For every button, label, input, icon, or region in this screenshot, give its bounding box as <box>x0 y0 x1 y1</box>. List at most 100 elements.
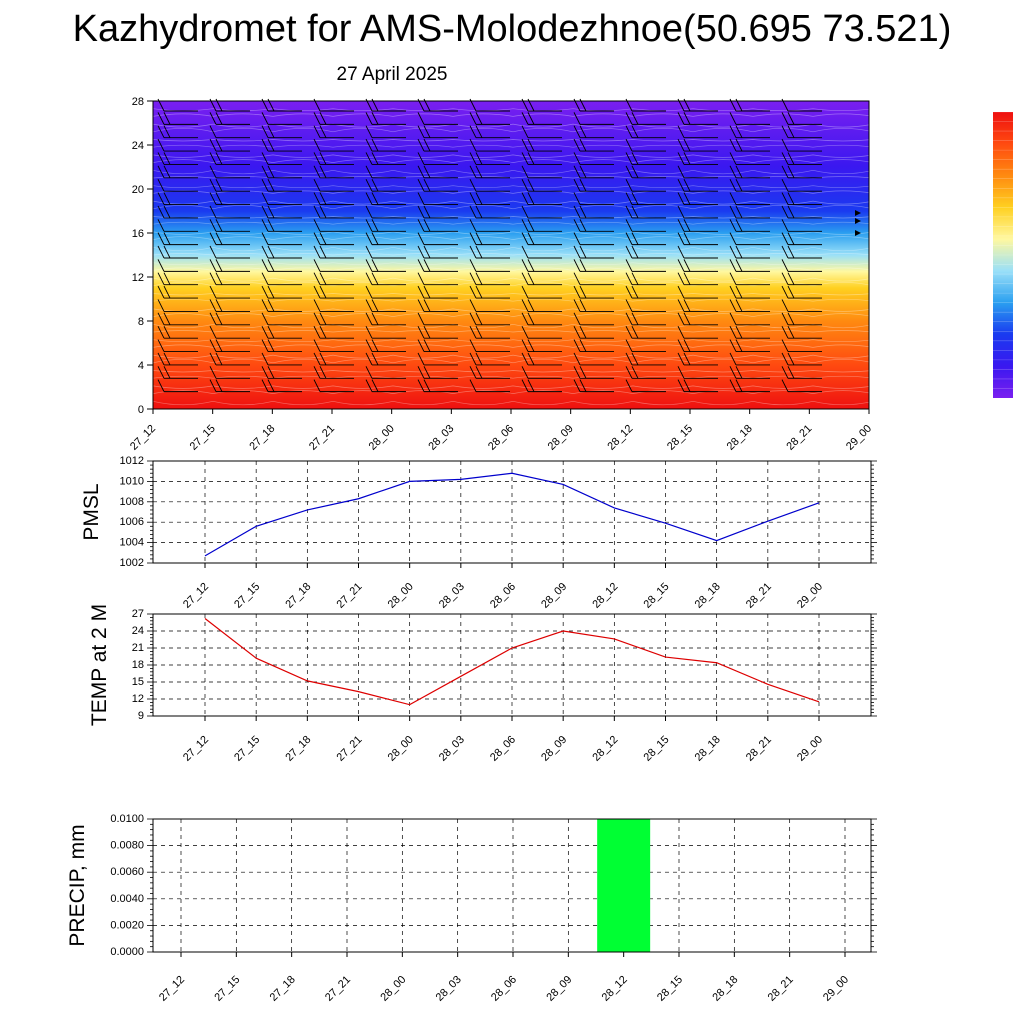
wind-barb <box>677 299 718 312</box>
barb-flag <box>365 205 373 219</box>
barb-flag <box>631 312 639 326</box>
wind-barb <box>157 112 198 125</box>
contour-line <box>152 400 874 406</box>
wind-barb <box>573 312 614 326</box>
barb-flag <box>417 165 425 179</box>
barb-flag <box>261 312 269 326</box>
barb-flag <box>625 138 633 152</box>
wind-barb <box>573 165 614 179</box>
barb-flag <box>781 285 789 299</box>
barb-flag <box>423 366 431 379</box>
barb-flag <box>157 152 165 165</box>
barb-flag <box>163 165 171 179</box>
barb-flag <box>469 312 477 326</box>
wind-barb <box>469 205 510 219</box>
wind-barb <box>625 339 666 352</box>
wind-barb <box>677 192 718 205</box>
contour-line <box>152 281 874 287</box>
barb-flag <box>625 285 633 299</box>
barb-flag <box>677 312 685 326</box>
x-tick-label: 28_21 <box>744 734 774 764</box>
barb-flag <box>729 245 737 259</box>
barb-flag <box>417 192 425 205</box>
barb-flag <box>209 366 217 379</box>
wind-barb <box>573 272 614 286</box>
barb-flag <box>423 178 431 192</box>
x-tick-label: 27_12 <box>128 423 158 453</box>
wind-barb <box>677 339 718 352</box>
wind-barb <box>573 325 614 339</box>
barb-flag <box>527 152 535 165</box>
x-tick-label: 28_09 <box>539 581 569 611</box>
barb-flag <box>475 112 483 125</box>
barb-flag <box>417 259 425 272</box>
barb-flag <box>313 138 321 152</box>
wind-barb <box>625 245 666 259</box>
barb-flag <box>423 325 431 339</box>
barb-flag <box>625 232 633 245</box>
barb-flag <box>469 138 477 152</box>
barb-flag <box>781 192 789 205</box>
x-tick-label: 28_21 <box>766 974 796 1004</box>
wind-barb <box>209 112 250 125</box>
barb-flag <box>787 312 795 326</box>
barb-flag <box>625 272 633 285</box>
barb-flag <box>313 352 321 366</box>
wind-barb <box>157 165 198 179</box>
wind-barb <box>313 272 354 286</box>
barb-flag <box>157 245 165 259</box>
wind-barb <box>729 125 770 139</box>
wind-barb <box>365 165 406 179</box>
contour-line <box>152 330 874 333</box>
barb-flag <box>683 192 691 205</box>
contour-line <box>152 221 874 225</box>
wind-barb <box>365 138 406 152</box>
barb-flag <box>735 259 743 272</box>
wind-barb <box>209 366 250 379</box>
precip-bar <box>597 819 651 952</box>
barb-flag <box>215 272 223 285</box>
wind-barb <box>313 299 354 312</box>
wind-barb <box>729 339 770 352</box>
barb-flag <box>735 178 743 192</box>
contour-line <box>152 293 874 296</box>
wind-barb <box>469 219 510 232</box>
barb-flag <box>781 245 789 259</box>
wind-barb <box>209 138 250 152</box>
barb-flag <box>573 125 581 138</box>
barb-flag <box>787 232 795 245</box>
barb-flag <box>261 325 269 339</box>
wind-barb <box>521 259 562 272</box>
wind-barb <box>261 325 302 339</box>
barb-flag <box>365 178 373 192</box>
barb-flag <box>417 285 425 299</box>
barb-flag <box>319 312 327 326</box>
wind-barb <box>157 259 198 272</box>
barb-flag <box>527 379 535 392</box>
barb-flag <box>527 178 535 192</box>
barb-flag <box>781 259 789 272</box>
barb-flag <box>573 165 581 179</box>
wind-barb <box>417 299 458 312</box>
barb-flag <box>677 299 685 312</box>
wind-barb <box>521 219 562 232</box>
x-tick-label: 29_00 <box>795 734 825 764</box>
wind-barb <box>209 178 250 192</box>
barb-flag <box>631 125 639 138</box>
barb-flag <box>729 366 737 379</box>
barb-flag <box>371 312 379 326</box>
barb-flag <box>573 366 581 379</box>
barb-flag <box>787 245 795 259</box>
wind-barb <box>417 339 458 352</box>
barb-flag <box>313 125 321 138</box>
wind-barb <box>469 245 510 259</box>
barb-flag <box>631 232 639 245</box>
barb-flag <box>313 285 321 299</box>
barb-flag <box>781 232 789 245</box>
barb-flag <box>579 219 587 232</box>
barb-flag <box>683 312 691 326</box>
barb-flag <box>365 299 373 312</box>
wind-barb <box>573 232 614 246</box>
barb-flag <box>683 259 691 272</box>
barb-flag <box>157 259 165 272</box>
